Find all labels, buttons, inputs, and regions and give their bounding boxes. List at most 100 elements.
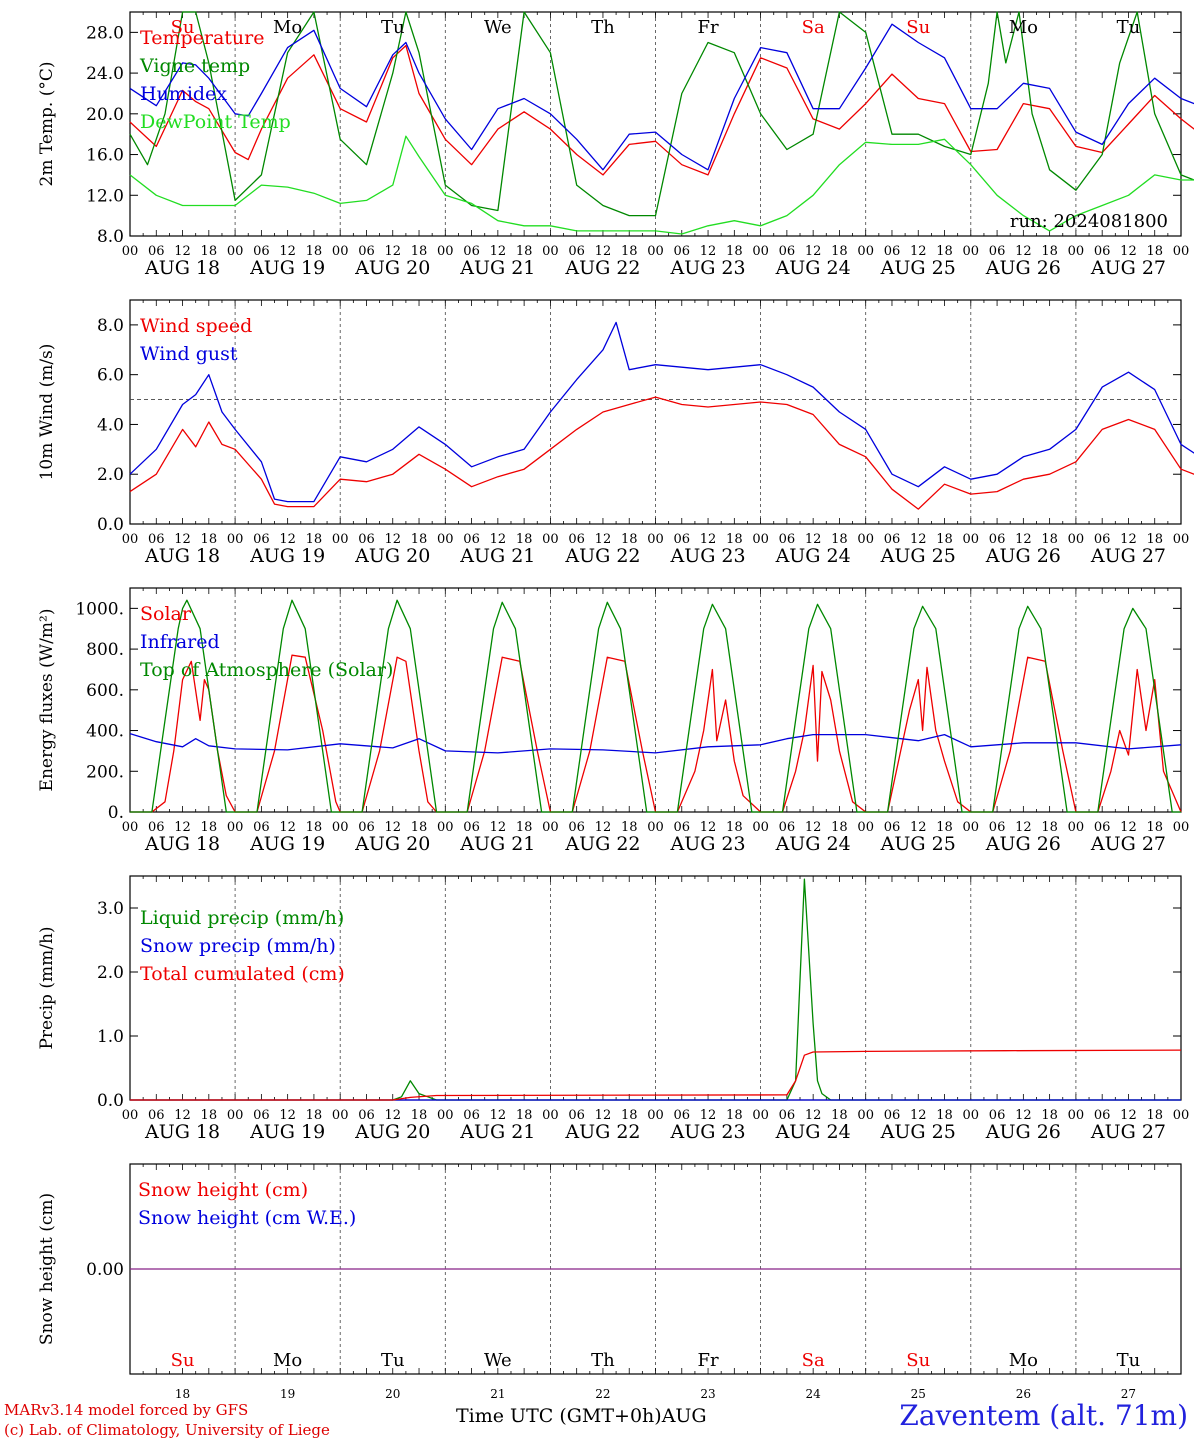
hour-tick-label: 06 xyxy=(989,532,1006,547)
hour-tick-label: 06 xyxy=(779,532,796,547)
series-line xyxy=(129,396,1194,510)
hour-tick-label: 00 xyxy=(857,532,874,547)
y-tick-label: 6.0 xyxy=(97,366,124,386)
hour-tick-label: 06 xyxy=(884,244,901,259)
hour-tick-label: 12 xyxy=(910,1108,927,1123)
y-tick-label: 8.0 xyxy=(97,227,124,247)
weekday-label: Tu xyxy=(381,17,405,38)
hour-tick-label: 12 xyxy=(490,1108,507,1123)
hour-tick-label: 12 xyxy=(490,820,507,835)
hour-tick-label: 12 xyxy=(595,532,612,547)
hour-tick-label: 12 xyxy=(384,532,401,547)
y-axis-label: 10m Wind (m/s) xyxy=(37,344,57,481)
legend-entry: Vigne temp xyxy=(139,55,250,77)
date-label: AUG 22 xyxy=(564,833,640,855)
hour-tick-label: 18 xyxy=(1041,244,1058,259)
y-tick-label: 400. xyxy=(86,722,124,742)
hour-tick-label: 00 xyxy=(647,1108,664,1123)
date-label: AUG 22 xyxy=(564,257,640,279)
hour-tick-label: 06 xyxy=(148,244,165,259)
hour-tick-label: 12 xyxy=(174,532,191,547)
day-number-label: 26 xyxy=(1016,1387,1031,1401)
hour-tick-label: 12 xyxy=(279,820,296,835)
hour-tick-label: 18 xyxy=(516,820,533,835)
hour-tick-label: 18 xyxy=(306,1108,323,1123)
date-label: AUG 20 xyxy=(354,833,430,855)
series-line xyxy=(129,321,1194,503)
hour-tick-label: 06 xyxy=(989,820,1006,835)
hour-tick-label: 06 xyxy=(989,244,1006,259)
date-label: AUG 18 xyxy=(144,257,220,279)
date-label: AUG 27 xyxy=(1090,1121,1166,1143)
bottom-weekday-label: Su xyxy=(171,1350,195,1371)
day-number-label: 21 xyxy=(490,1387,505,1401)
hour-tick-label: 00 xyxy=(227,820,244,835)
panel-5: 0.00 Snow height (cm) Snow height (cm) Snow… xyxy=(37,1163,1182,1375)
hour-tick-label: 12 xyxy=(595,820,612,835)
hour-tick-label: 12 xyxy=(700,1108,717,1123)
hour-tick-label: 12 xyxy=(384,820,401,835)
date-label: AUG 26 xyxy=(985,833,1061,855)
day-number-label: 19 xyxy=(280,1387,295,1401)
date-label: AUG 21 xyxy=(459,545,535,567)
hour-tick-label: 06 xyxy=(989,1108,1006,1123)
hour-tick-label: 18 xyxy=(936,1108,953,1123)
hour-tick-label: 06 xyxy=(884,532,901,547)
date-label: AUG 19 xyxy=(249,833,325,855)
date-label: AUG 18 xyxy=(144,1121,220,1143)
hour-tick-label: 06 xyxy=(568,820,585,835)
hour-tick-label: 18 xyxy=(201,244,218,259)
legend-entry: Snow height (cm W.E.) xyxy=(138,1207,356,1229)
day-number-label: 18 xyxy=(175,1387,190,1401)
hour-tick-label: 06 xyxy=(779,820,796,835)
y-tick-label: 16.0 xyxy=(86,146,124,166)
hour-tick-label: 12 xyxy=(805,532,822,547)
weekday-label: Su xyxy=(906,17,930,38)
hour-tick-label: 12 xyxy=(595,244,612,259)
legend-entry: Temperature xyxy=(140,27,264,49)
hour-tick-label: 06 xyxy=(674,1108,691,1123)
date-label: AUG 24 xyxy=(775,545,851,567)
hour-tick-label: 00 xyxy=(1173,244,1190,259)
y-tick-label: 800. xyxy=(86,640,124,660)
hour-tick-label: 06 xyxy=(674,820,691,835)
hour-tick-label: 00 xyxy=(857,1108,874,1123)
hour-tick-label: 00 xyxy=(752,244,769,259)
date-label: AUG 22 xyxy=(564,545,640,567)
hour-tick-label: 06 xyxy=(1094,820,1111,835)
series-line xyxy=(130,654,1182,813)
legend-entry: Liquid precip (mm/h) xyxy=(140,907,344,929)
hour-tick-label: 06 xyxy=(253,244,270,259)
hour-tick-label: 12 xyxy=(1120,1108,1137,1123)
legend-entry: Total cumulated (cm) xyxy=(140,963,345,985)
time-axis-title: Time UTC (GMT+0h) xyxy=(456,1405,662,1427)
hour-tick-label: 18 xyxy=(516,244,533,259)
time-axis-label: Time UTC (GMT+0h)AUG xyxy=(456,1405,707,1427)
date-label: AUG 19 xyxy=(249,1121,325,1143)
hour-tick-label: 06 xyxy=(253,532,270,547)
hour-tick-label: 06 xyxy=(358,532,375,547)
legend-entry: Snow precip (mm/h) xyxy=(140,935,336,957)
hour-tick-label: 06 xyxy=(674,244,691,259)
hour-tick-label: 00 xyxy=(542,532,559,547)
hour-tick-label: 06 xyxy=(568,244,585,259)
hour-tick-label: 18 xyxy=(516,1108,533,1123)
hour-tick-label: 00 xyxy=(227,532,244,547)
hour-tick-label: 00 xyxy=(647,820,664,835)
hour-tick-label: 18 xyxy=(1041,532,1058,547)
hour-tick-label: 06 xyxy=(568,1108,585,1123)
series-line xyxy=(129,11,1194,217)
weekday-label: Tu xyxy=(1117,17,1141,38)
hour-tick-label: 18 xyxy=(726,532,743,547)
hour-tick-label: 00 xyxy=(437,1108,454,1123)
hour-tick-label: 06 xyxy=(148,1108,165,1123)
hour-tick-label: 06 xyxy=(1094,244,1111,259)
y-axis-label: 2m Temp. (°C) xyxy=(37,61,57,186)
y-tick-label: 8.0 xyxy=(97,316,124,336)
legend-entry: Infrared xyxy=(140,631,220,653)
run-label: run: 2024081800 xyxy=(1010,211,1168,232)
model-credit: MARv3.14 model forced by GFS xyxy=(4,1401,249,1419)
hour-tick-label: 18 xyxy=(1146,532,1163,547)
hour-tick-label: 18 xyxy=(411,244,428,259)
